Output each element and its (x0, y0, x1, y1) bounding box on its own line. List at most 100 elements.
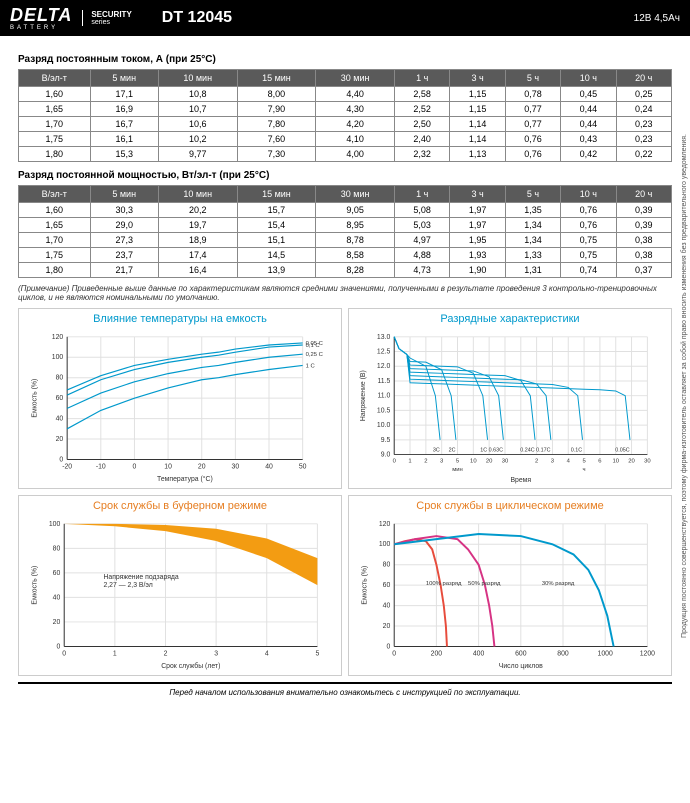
chart-temperature-capacity: Влияние температуры на емкость 020406080… (18, 308, 342, 489)
svg-text:0,25 С: 0,25 С (306, 352, 324, 358)
svg-text:0,1 С: 0,1 С (306, 343, 321, 349)
tables-footnote: (Примечание) Приведенные выше данные по … (18, 284, 672, 302)
svg-text:13.0: 13.0 (377, 334, 391, 341)
chart-discharge-characteristics: Разрядные характеристики 9.09.510.010.51… (348, 308, 672, 489)
table2-title: Разряд постоянной мощностью, Вт/эл-т (пр… (18, 170, 672, 181)
svg-text:50: 50 (299, 463, 307, 470)
chart-float-life: Срок службы в буферном режиме 0204060801… (18, 495, 342, 676)
svg-text:20: 20 (198, 463, 206, 470)
svg-text:60: 60 (56, 395, 64, 402)
chart3-svg: 020406080100012345Напряжение подзаряда2,… (23, 514, 337, 671)
svg-text:1 С: 1 С (306, 363, 316, 369)
svg-text:20: 20 (383, 623, 391, 630)
bottom-instruction-note: Перед началом использования внимательно … (18, 682, 672, 697)
chart4-title: Срок службы в циклическом режиме (353, 500, 667, 512)
svg-text:6: 6 (598, 458, 602, 464)
svg-text:120: 120 (379, 521, 391, 528)
column-header: 1 ч (395, 70, 450, 87)
svg-text:9.5: 9.5 (381, 437, 391, 444)
svg-text:10.0: 10.0 (377, 422, 391, 429)
svg-text:100: 100 (379, 541, 391, 548)
svg-text:5: 5 (582, 458, 586, 464)
column-header: 3 ч (450, 70, 505, 87)
voltage-capacity: 12В 4,5Ач (634, 13, 680, 24)
svg-text:600: 600 (515, 650, 527, 657)
table-row: 1,7523,717,414,58,584,881,931,330,750,38 (19, 248, 672, 263)
table-row: 1,6516,910,77,904,302,521,150,770,440,24 (19, 102, 672, 117)
svg-text:9.0: 9.0 (381, 452, 391, 459)
svg-text:80: 80 (56, 375, 64, 382)
charts-row-1: Влияние температуры на емкость 020406080… (18, 308, 672, 489)
security-bot: series (91, 19, 131, 26)
table1-title: Разряд постоянным током, А (при 25°С) (18, 54, 672, 65)
brand-sub: BATTERY (10, 26, 72, 31)
svg-text:0.1С: 0.1С (571, 448, 582, 454)
svg-text:4: 4 (567, 458, 571, 464)
svg-text:100: 100 (49, 521, 61, 528)
svg-text:2: 2 (535, 458, 538, 464)
table-row: 1,7516,110,27,604,102,401,140,760,430,23 (19, 132, 672, 147)
svg-text:60: 60 (53, 570, 61, 577)
svg-text:10: 10 (612, 458, 619, 464)
svg-text:50% разряд: 50% разряд (468, 581, 501, 587)
column-header: 5 мин (90, 186, 158, 203)
svg-text:0: 0 (392, 650, 396, 657)
column-header: 30 мин (316, 70, 395, 87)
discharge-power-table: В/эл-т5 мин10 мин15 мин30 мин1 ч3 ч5 ч10… (18, 185, 672, 278)
svg-text:100: 100 (52, 354, 64, 361)
column-header: 10 мин (158, 70, 237, 87)
svg-text:Емкость (%): Емкость (%) (362, 566, 369, 605)
column-header: 10 ч (561, 70, 616, 87)
table-row: 1,6529,019,715,48,955,031,971,340,760,39 (19, 218, 672, 233)
svg-text:Емкость (%): Емкость (%) (32, 566, 39, 605)
svg-text:3: 3 (214, 650, 218, 657)
svg-text:3: 3 (440, 458, 444, 464)
chart2-title: Разрядные характеристики (353, 313, 667, 325)
column-header: В/эл-т (19, 70, 91, 87)
column-header: 5 ч (505, 186, 560, 203)
chart2-svg: 9.09.510.010.511.011.512.012.513.0012351… (353, 327, 667, 484)
chart3-title: Срок службы в буферном режиме (23, 500, 337, 512)
chart1-title: Влияние температуры на емкость (23, 313, 337, 325)
column-header: 5 мин (90, 70, 158, 87)
column-header: 1 ч (395, 186, 450, 203)
charts-row-2: Срок службы в буферном режиме 0204060801… (18, 495, 672, 676)
svg-text:30: 30 (644, 458, 651, 464)
svg-text:1С: 1С (480, 448, 487, 454)
column-header: 5 ч (505, 70, 560, 87)
svg-text:0: 0 (56, 643, 60, 650)
column-header: В/эл-т (19, 186, 91, 203)
content-area: Продукция постоянно совершенствуется, по… (0, 36, 690, 707)
svg-text:мин: мин (452, 467, 463, 473)
svg-text:Срок службы (лет): Срок службы (лет) (161, 662, 220, 670)
svg-text:400: 400 (473, 650, 485, 657)
svg-text:800: 800 (557, 650, 569, 657)
chart4-svg: 020406080100120020040060080010001200100%… (353, 514, 667, 671)
security-series: SECURITY series (82, 10, 131, 26)
svg-text:1200: 1200 (640, 650, 655, 657)
svg-text:Температура (°С): Температура (°С) (157, 475, 213, 483)
brand: DELTA (10, 5, 72, 25)
column-header: 30 мин (316, 186, 395, 203)
header-bar: DELTA BATTERY SECURITY series DT 12045 1… (0, 0, 690, 36)
column-header: 10 мин (158, 186, 237, 203)
svg-text:0: 0 (393, 458, 397, 464)
column-header: 20 ч (616, 186, 671, 203)
svg-text:-20: -20 (62, 463, 72, 470)
svg-text:2С: 2С (449, 448, 456, 454)
svg-text:30: 30 (232, 463, 240, 470)
chart1-svg: 020406080100120-20-10010203040500,05 С0,… (23, 327, 337, 484)
svg-text:-10: -10 (96, 463, 106, 470)
svg-text:12.5: 12.5 (377, 348, 391, 355)
svg-text:1: 1 (113, 650, 117, 657)
svg-text:Напряжение подзаряда: Напряжение подзаряда (103, 574, 178, 581)
svg-text:30% разряд: 30% разряд (542, 581, 575, 587)
svg-text:1000: 1000 (598, 650, 613, 657)
chart-cycle-life: Срок службы в циклическом режиме 0204060… (348, 495, 672, 676)
svg-text:4: 4 (265, 650, 269, 657)
table-row: 1,7016,710,67,804,202,501,140,770,440,23 (19, 117, 672, 132)
svg-text:120: 120 (52, 334, 64, 341)
svg-text:5: 5 (456, 458, 460, 464)
svg-text:60: 60 (383, 582, 391, 589)
svg-text:Емкость (%): Емкость (%) (32, 379, 39, 418)
